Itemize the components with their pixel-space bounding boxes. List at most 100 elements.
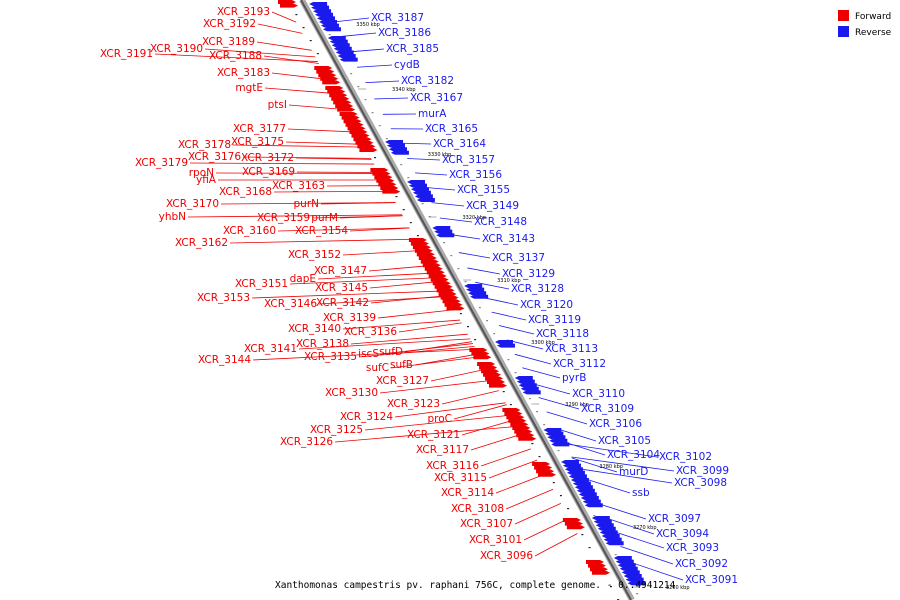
forward-gene-feature[interactable] [566,525,585,530]
forward-gene-label[interactable]: XCR_3101 [469,534,522,546]
forward-gene-feature[interactable] [353,137,372,142]
reverse-gene-feature[interactable] [615,559,634,564]
reverse-gene-feature[interactable] [518,383,537,388]
forward-gene-feature[interactable] [516,433,535,438]
forward-gene-feature[interactable] [314,66,333,70]
forward-gene-label[interactable]: XCR_3176 [188,151,241,163]
forward-gene-feature[interactable] [416,252,435,257]
reverse-gene-label[interactable]: XCR_3185 [386,43,439,55]
reverse-gene-feature[interactable] [410,187,429,192]
forward-gene-label[interactable]: sufC [366,362,389,374]
forward-gene-label[interactable]: yhbN [159,211,186,223]
forward-gene-feature[interactable] [436,288,455,293]
forward-gene-label[interactable]: XCR_3191 [100,48,153,60]
forward-gene-feature[interactable] [337,107,356,112]
reverse-gene-feature[interactable] [327,36,346,40]
forward-gene-feature[interactable] [536,469,555,474]
reverse-gene-feature[interactable] [627,581,646,586]
reverse-gene-feature[interactable] [545,431,564,436]
forward-gene-feature[interactable] [420,259,439,264]
reverse-gene-label[interactable]: XCR_3109 [581,403,634,415]
reverse-gene-label[interactable]: XCR_3104 [607,449,660,461]
forward-gene-feature[interactable] [325,86,344,90]
forward-gene-feature[interactable] [357,144,376,149]
forward-gene-feature[interactable] [430,277,449,282]
forward-gene-feature[interactable] [428,274,447,278]
reverse-gene-feature[interactable] [625,577,644,582]
reverse-gene-feature[interactable] [603,537,622,542]
reverse-gene-feature[interactable] [309,2,328,6]
reverse-gene-feature[interactable] [597,526,616,531]
forward-gene-label[interactable]: XCR_3140 [288,323,341,335]
reverse-gene-feature[interactable] [311,5,330,10]
forward-gene-label[interactable]: purM [311,212,338,224]
reverse-gene-feature[interactable] [599,530,618,535]
reverse-gene-label[interactable]: XCR_3110 [572,388,625,400]
forward-gene-label[interactable]: XCR_3152 [288,249,341,261]
reverse-gene-feature[interactable] [388,147,407,152]
forward-gene-label[interactable]: XCR_3190 [150,43,203,55]
reverse-gene-label[interactable]: XCR_3129 [502,268,555,280]
forward-gene-feature[interactable] [426,270,445,275]
reverse-gene-label[interactable]: XCR_3113 [545,343,598,355]
forward-gene-feature[interactable] [359,148,378,152]
reverse-gene-feature[interactable] [466,287,485,292]
forward-gene-label[interactable]: XCR_3154 [295,225,348,237]
forward-gene-feature[interactable] [508,418,527,423]
reverse-gene-feature[interactable] [547,435,566,440]
reverse-gene-label[interactable]: XCR_3092 [675,558,728,570]
forward-gene-feature[interactable] [341,115,360,120]
forward-gene-label[interactable]: XCR_3177 [233,123,286,135]
reverse-gene-label[interactable]: XCR_3157 [442,154,495,166]
forward-gene-label[interactable]: sufB [390,359,413,371]
reverse-gene-feature[interactable] [386,143,405,148]
reverse-gene-label[interactable]: XCR_3094 [656,528,709,540]
reverse-gene-feature[interactable] [414,194,433,199]
forward-gene-label[interactable]: XCR_3141 [244,343,297,355]
forward-gene-feature[interactable] [374,175,393,180]
forward-gene-label[interactable]: iscS [358,348,379,360]
reverse-gene-feature[interactable] [331,43,350,48]
forward-gene-label[interactable]: purN [294,198,320,210]
forward-gene-feature[interactable] [378,182,397,187]
reverse-gene-feature[interactable] [329,39,348,44]
forward-gene-feature[interactable] [532,462,551,466]
legend-forward[interactable]: Forward [838,10,891,22]
forward-gene-feature[interactable] [488,383,507,388]
forward-gene-label[interactable]: XCR_3121 [407,429,460,441]
forward-gene-feature[interactable] [587,563,606,568]
forward-gene-feature[interactable] [487,380,505,384]
forward-gene-feature[interactable] [329,93,348,98]
reverse-gene-label[interactable]: ssb [632,487,650,499]
reverse-gene-feature[interactable] [561,460,579,464]
reverse-gene-label[interactable]: XCR_3119 [528,314,581,326]
forward-gene-label[interactable]: XCR_3146 [264,298,317,310]
forward-gene-feature[interactable] [380,186,399,190]
reverse-gene-feature[interactable] [407,180,425,184]
reverse-gene-feature[interactable] [601,534,620,538]
forward-gene-feature[interactable] [469,348,488,352]
forward-gene-feature[interactable] [434,284,453,289]
forward-gene-label[interactable]: XCR_3170 [166,198,219,210]
reverse-gene-feature[interactable] [613,556,632,560]
reverse-gene-feature[interactable] [412,190,431,195]
reverse-gene-label[interactable]: XCR_3099 [676,465,729,477]
forward-gene-feature[interactable] [562,518,581,522]
forward-gene-label[interactable]: proC [427,413,452,425]
forward-gene-label[interactable]: XCR_3144 [198,354,251,366]
reverse-gene-label[interactable]: XCR_3156 [449,169,502,181]
forward-gene-feature[interactable] [339,112,358,116]
forward-gene-feature[interactable] [318,73,337,78]
forward-gene-feature[interactable] [473,355,492,360]
forward-gene-label[interactable]: XCR_3159 [257,212,310,224]
forward-gene-label[interactable]: XCR_3126 [280,436,333,448]
forward-gene-feature[interactable] [376,178,395,183]
forward-gene-label[interactable]: XCR_3115 [434,472,487,484]
forward-gene-feature[interactable] [438,292,457,296]
forward-gene-feature[interactable] [483,372,502,377]
forward-gene-feature[interactable] [506,415,525,420]
reverse-gene-label[interactable]: XCR_3137 [492,252,545,264]
forward-gene-label[interactable]: XCR_3124 [340,411,393,423]
forward-gene-feature[interactable] [422,263,441,268]
forward-gene-feature[interactable] [316,69,335,74]
